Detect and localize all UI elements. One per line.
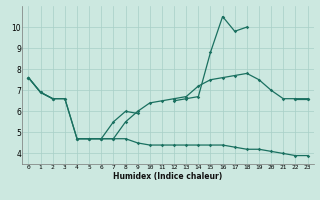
X-axis label: Humidex (Indice chaleur): Humidex (Indice chaleur)	[113, 172, 223, 181]
